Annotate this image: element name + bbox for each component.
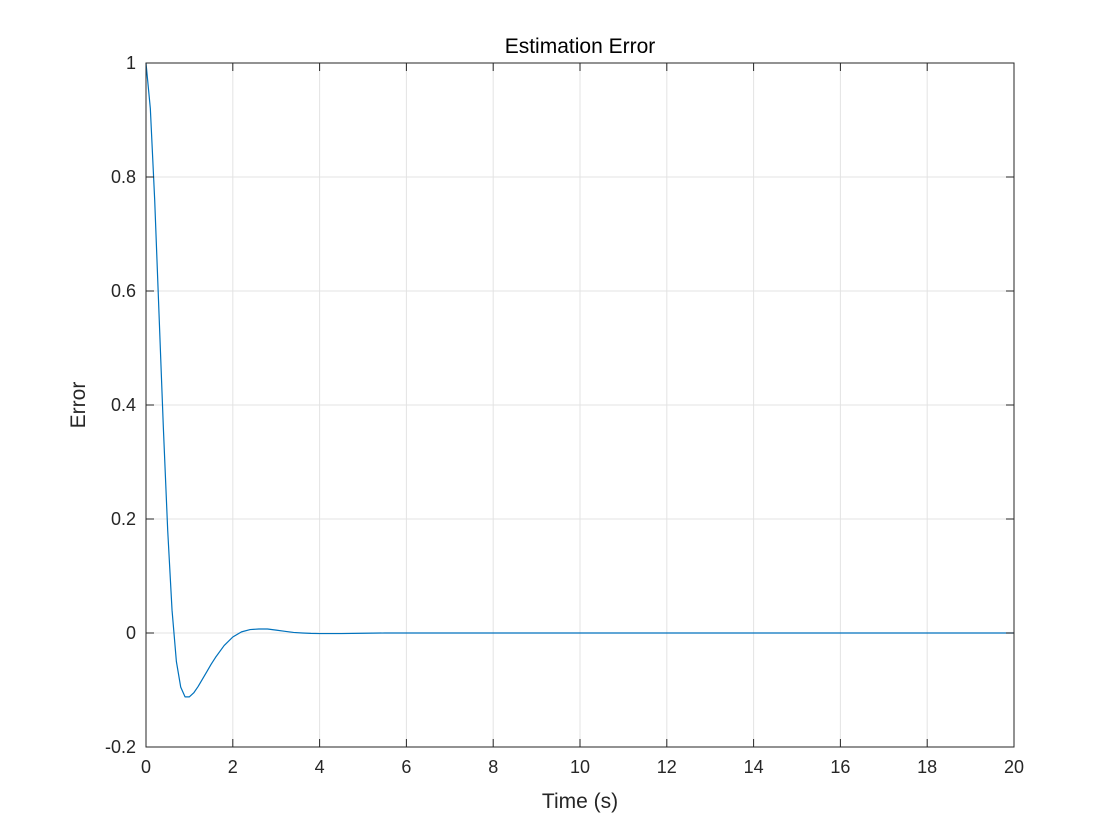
x-tick-label: 0 [141,757,151,777]
x-tick-label: 2 [228,757,238,777]
y-axis-label: Error [67,382,90,429]
y-tick-label: 1 [126,53,136,73]
y-tick-label: 0.2 [111,509,136,529]
x-tick-label: 10 [570,757,590,777]
series-group [145,62,1014,698]
y-tick-label: 0.4 [111,395,136,415]
ticks [145,62,1015,748]
y-tick-label: -0.2 [105,737,136,757]
x-axis-label: Time (s) [542,790,618,813]
x-tick-label: 6 [401,757,411,777]
chart-title: Estimation Error [505,35,656,58]
x-tick-label: 16 [830,757,850,777]
x-tick-label: 18 [917,757,937,777]
x-tick-label: 4 [315,757,325,777]
tick-labels: 0 2 4 6 8 10 12 14 16 18 20-0.200.20.40.60.81 [105,53,1024,777]
series-line [145,62,1014,698]
x-tick-label: 12 [657,757,677,777]
x-tick-label: 20 [1004,757,1024,777]
y-tick-label: 0 [126,623,136,643]
x-tick-label: 8 [488,757,498,777]
x-tick-label: 14 [744,757,764,777]
y-tick-label: 0.6 [111,281,136,301]
y-tick-label: 0.8 [111,167,136,187]
